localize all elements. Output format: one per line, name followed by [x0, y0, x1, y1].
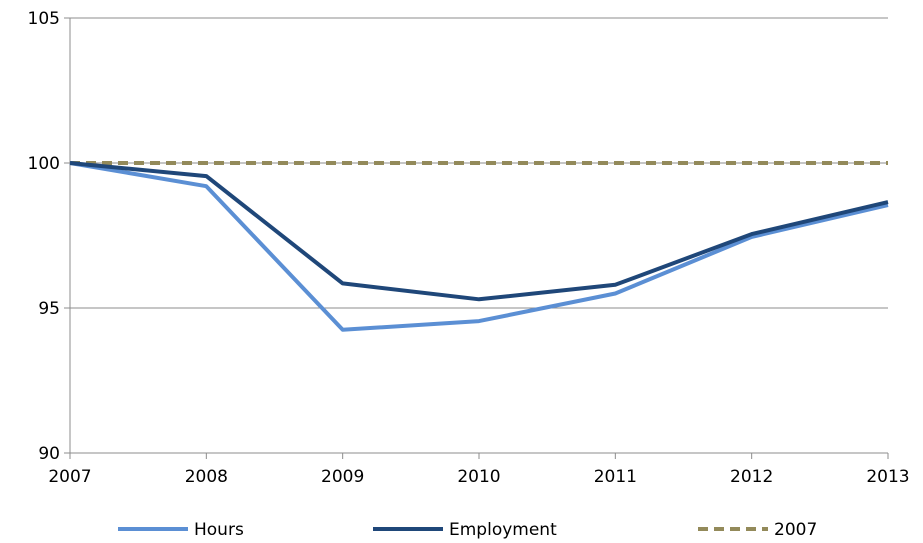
y-tick-label-105: 105 — [28, 9, 60, 29]
legend-label-hours: Hours — [194, 520, 244, 540]
x-tick-labels: 2007 2008 2009 2010 2011 2012 2013 — [48, 467, 909, 487]
y-tick-label-100: 100 — [28, 154, 60, 174]
x-tick-label-2008: 2008 — [185, 467, 228, 487]
legend: Hours Employment 2007 — [118, 520, 817, 540]
y-tick-label-90: 90 — [38, 444, 60, 464]
y-tick-label-95: 95 — [38, 299, 60, 319]
x-tick-label-2010: 2010 — [457, 467, 500, 487]
x-tick-label-2007: 2007 — [48, 467, 91, 487]
legend-label-2007: 2007 — [774, 520, 817, 540]
x-tick-label-2009: 2009 — [321, 467, 364, 487]
x-tick-label-2013: 2013 — [866, 467, 909, 487]
x-tick-label-2011: 2011 — [594, 467, 637, 487]
y-tick-labels: 90 95 100 105 — [28, 9, 60, 464]
series-line-employment — [69, 161, 889, 302]
series-lines — [69, 161, 889, 332]
series-line-hours — [69, 161, 889, 332]
legend-label-employment: Employment — [449, 520, 557, 540]
x-tick-label-2012: 2012 — [730, 467, 773, 487]
axes — [64, 17, 889, 459]
